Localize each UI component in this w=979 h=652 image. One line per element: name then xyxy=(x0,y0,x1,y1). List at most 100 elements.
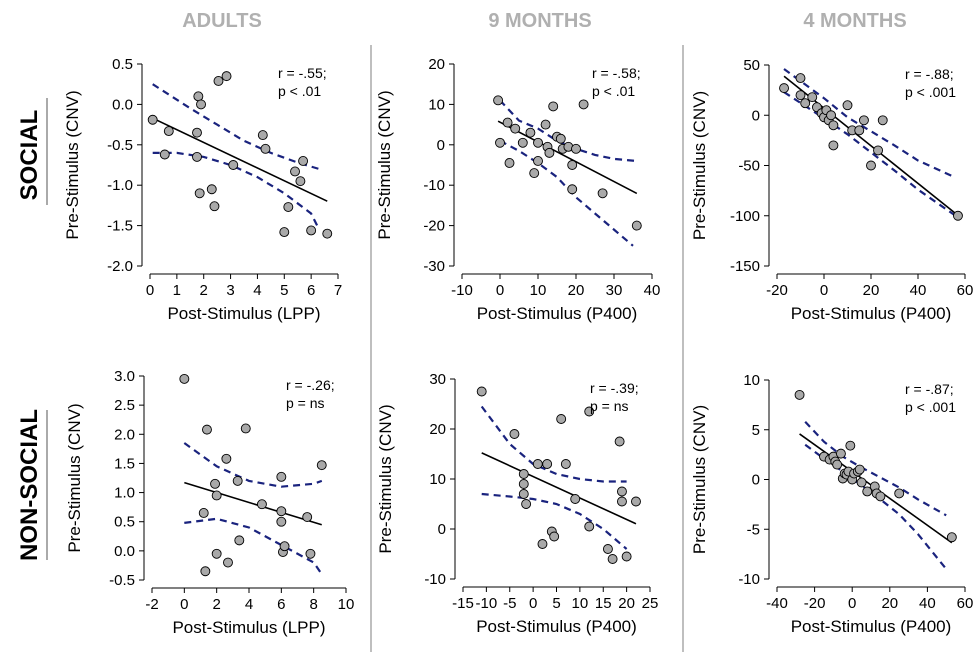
chart-4-x-tick-label: -2 xyxy=(145,596,158,613)
chart-2-y-tick-label: 10 xyxy=(428,96,445,113)
chart-5-data-point xyxy=(621,551,632,562)
chart-1-data-point xyxy=(163,126,174,137)
chart-4-data-point xyxy=(221,453,232,464)
chart-2-data-point xyxy=(631,220,642,231)
chart-3-data-point xyxy=(859,115,869,126)
chart-2-ci-upper xyxy=(499,99,637,163)
chart-1-y-tick-label: -1.5 xyxy=(107,218,133,235)
chart-4-data-point xyxy=(256,499,267,510)
chart-5-x-tick-label: -15 xyxy=(452,595,474,612)
chart-3-y-tick-label: 0 xyxy=(752,107,760,124)
chart-2-data-point xyxy=(548,101,559,112)
chart-5-data-point xyxy=(532,459,543,469)
chart-3-data-point xyxy=(877,115,888,126)
chart-4-x-tick-label: 8 xyxy=(309,596,317,613)
chart-2-x-tick-label: 30 xyxy=(606,282,623,299)
column-title-9-months: 9 MONTHS xyxy=(488,10,591,32)
chart-3-y-tick-label: -100 xyxy=(730,208,760,225)
chart-1-data-point xyxy=(322,228,333,239)
chart-5-data-point xyxy=(556,414,567,424)
chart-1-y-tick-label: 0.5 xyxy=(112,56,133,73)
chart-4-data-point xyxy=(211,490,222,501)
chart-4-x-tick-label: 6 xyxy=(277,596,285,613)
chart-1-data-point xyxy=(193,91,204,102)
chart-3-plot-area xyxy=(779,68,963,221)
chart-4-ci-lower xyxy=(184,517,323,575)
chart-4-y-axis-label: Pre-Stimulus (CNV) xyxy=(65,403,84,552)
chart-4-data-point xyxy=(200,566,211,577)
chart-3-data-point xyxy=(866,160,876,171)
chart-6-x-tick-label: 40 xyxy=(919,595,936,612)
chart-2-data-point xyxy=(504,158,515,168)
chart-1-data-point xyxy=(290,166,300,177)
chart-1-x-tick-label: 5 xyxy=(280,282,288,299)
chart-1-data-point xyxy=(192,127,202,138)
chart-6: -40 -20 0 20 40 60 -10 -5 0 5 10 Post-Stimulus (P40… xyxy=(690,372,973,636)
chart-6-x-tick-label: 20 xyxy=(881,595,898,612)
chart-1-data-point xyxy=(213,76,224,86)
chart-1-data-point xyxy=(295,176,306,187)
chart-5-data-point xyxy=(560,459,571,469)
chart-2: -10 0 10 20 30 40 -30 -20 -10 0 10 20 Post-Stimulus … xyxy=(375,56,660,323)
chart-4-data-point xyxy=(234,535,245,546)
chart-3: -20 0 20 40 60 -150 -100 -50 0 50 Post-Stimulus (P… xyxy=(690,57,973,323)
chart-3-data-point xyxy=(795,73,806,84)
chart-1-data-point xyxy=(228,160,239,170)
chart-5-data-point xyxy=(476,386,487,397)
chart-4-data-point xyxy=(211,548,222,559)
chart-4-y-tick-label: -0.5 xyxy=(109,572,135,589)
chart-1-y-tick-label: 0.0 xyxy=(112,96,133,113)
chart-6-data-point xyxy=(845,440,856,451)
chart-1-data-point xyxy=(192,151,202,162)
chart-3-ci-upper xyxy=(783,68,957,179)
chart-6-y-tick-label: -10 xyxy=(738,571,760,588)
chart-5-data-point xyxy=(537,539,548,549)
chart-1-y-axis-label: Pre-Stimulus (CNV) xyxy=(63,90,82,239)
chart-5-data-point xyxy=(614,436,625,447)
chart-1-data-point xyxy=(257,130,268,141)
chart-2-data-point xyxy=(493,95,504,106)
chart-4-data-point xyxy=(276,471,287,482)
chart-5-ci-upper xyxy=(480,405,627,483)
chart-2-data-point xyxy=(502,117,513,128)
chart-4-data-point xyxy=(198,508,209,518)
chart-1-x-tick-label: 7 xyxy=(334,282,342,299)
chart-4-fit-line xyxy=(184,481,322,526)
chart-6-data-point xyxy=(875,491,886,502)
chart-5-ci-lower xyxy=(481,492,628,550)
chart-1-data-point xyxy=(279,227,290,238)
chart-2-data-point xyxy=(578,99,589,110)
chart-2-data-point xyxy=(571,143,581,154)
chart-6-stat-annotation: r = -.87; xyxy=(905,381,954,397)
chart-4: -2 0 2 4 6 8 10 -0.5 0.0 0.5 1.0 1.5 2.0 2.5 3.0 Post-S… xyxy=(65,368,354,637)
chart-6-ci-upper xyxy=(804,421,947,517)
chart-5-x-tick-label: 20 xyxy=(618,595,635,612)
chart-2-data-point xyxy=(597,188,608,199)
chart-1: 0 1 2 3 4 5 6 7 -2.0 -1.5 -1.0 -0.5 0.0 0.5 Post-Stimu… xyxy=(63,56,342,323)
chart-3-x-tick-label: 60 xyxy=(957,282,974,299)
chart-4-data-point xyxy=(302,512,313,523)
chart-2-stat-annotation: r = -.58; xyxy=(592,65,641,81)
chart-3-y-tick-label: -150 xyxy=(730,258,760,275)
chart-1-stat-annotation: r = -.55; xyxy=(278,65,327,81)
chart-2-x-tick-label: -10 xyxy=(451,282,473,299)
chart-6-x-axis-label: Post-Stimulus (P400) xyxy=(791,617,952,636)
chart-3-x-tick-label: -20 xyxy=(766,282,788,299)
chart-3-x-axis-label: Post-Stimulus (P400) xyxy=(791,304,952,323)
chart-6-data-point xyxy=(862,486,873,497)
chart-4-stat-annotation: r = -.26; xyxy=(286,377,335,393)
chart-1-x-tick-label: 2 xyxy=(200,282,208,299)
chart-2-y-tick-label: -30 xyxy=(423,258,445,275)
chart-2-x-tick-label: 0 xyxy=(496,282,504,299)
chart-2-data-point xyxy=(510,123,521,134)
chart-6-y-tick-label: 0 xyxy=(752,472,760,489)
chart-4-data-point xyxy=(279,541,290,552)
chart-5-data-point xyxy=(617,486,627,497)
chart-6-plot-area xyxy=(794,389,957,570)
chart-4-y-tick-label: 1.0 xyxy=(114,485,135,502)
chart-1-data-point xyxy=(147,114,158,125)
chart-1-x-tick-label: 3 xyxy=(226,282,234,299)
chart-5-data-point xyxy=(607,554,618,564)
chart-2-plot-area xyxy=(493,95,642,247)
chart-4-data-point xyxy=(240,423,251,434)
